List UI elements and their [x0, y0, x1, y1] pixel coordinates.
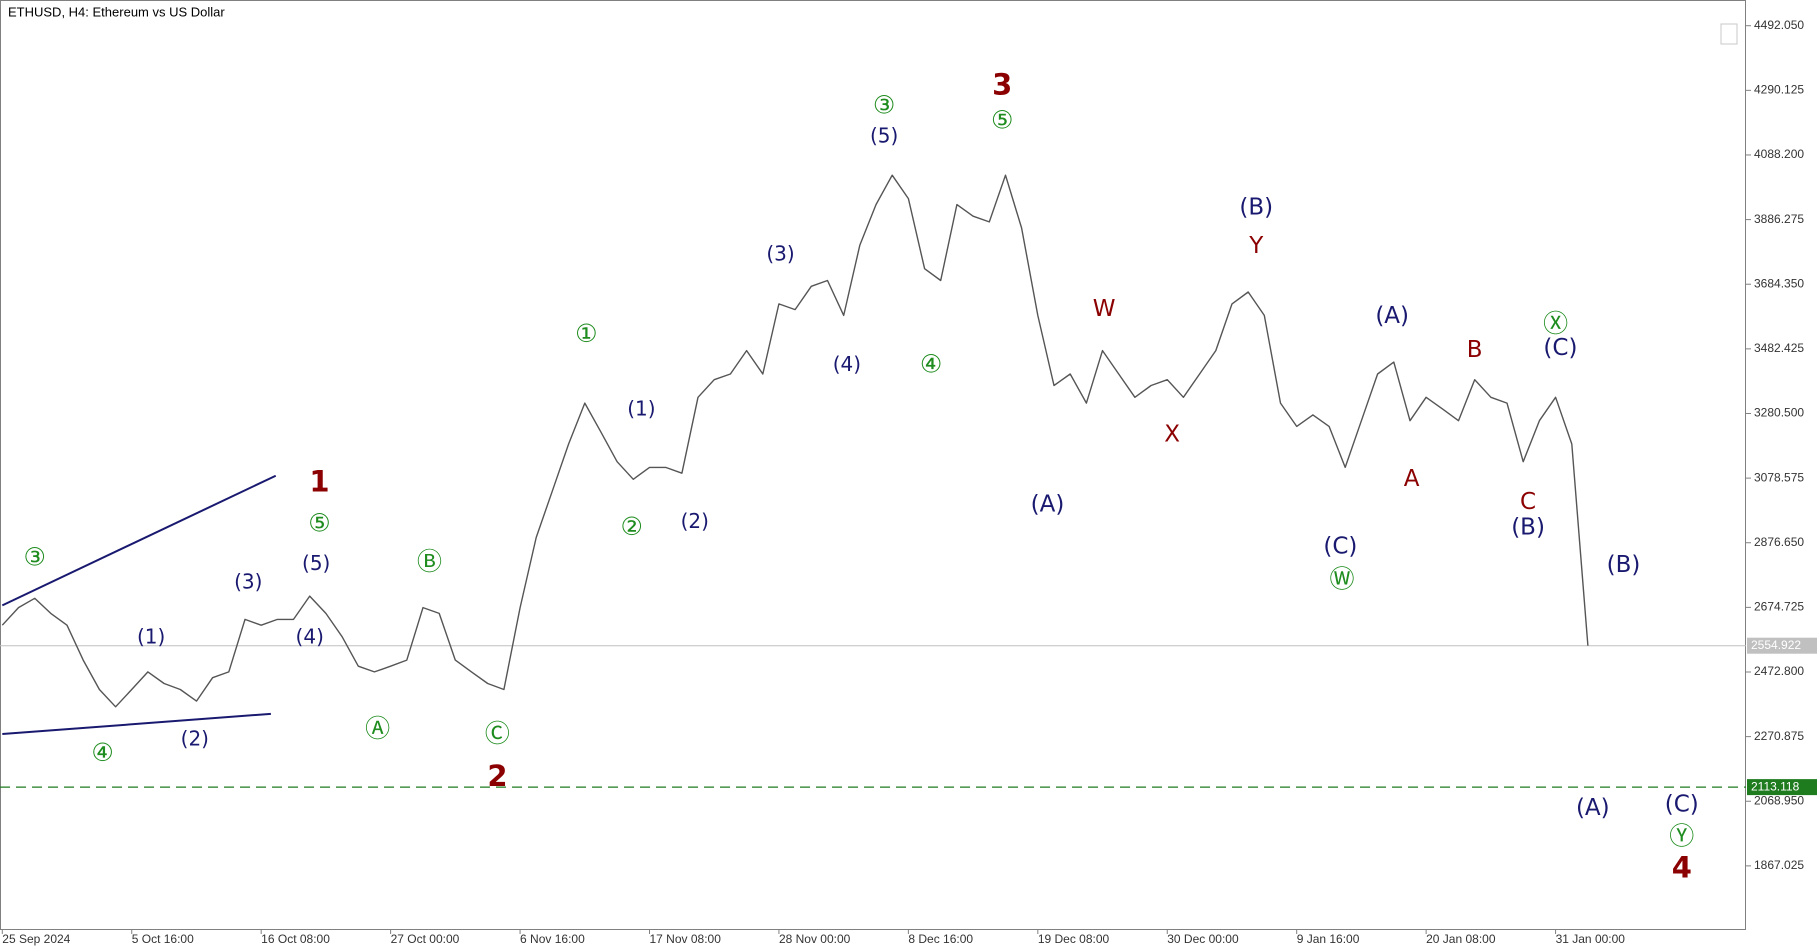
wave-label: A: [1404, 466, 1420, 492]
price-level-tag: [1747, 637, 1817, 654]
wave-label: 1: [309, 465, 329, 499]
wave-label: B: [1467, 337, 1483, 363]
wave-label: (4): [296, 625, 324, 649]
wave-label: (B): [1607, 552, 1641, 578]
wave-label: 3: [992, 68, 1012, 102]
wave-label: X: [1164, 421, 1180, 447]
price-level-label: 2554.922: [1751, 638, 1801, 652]
wave-label: (3): [766, 241, 794, 265]
y-tick-label: 2674.725: [1754, 600, 1804, 614]
y-tick-label: 2068.950: [1754, 793, 1804, 807]
wave-label: (B): [1511, 515, 1545, 541]
wave-label: ⑤: [308, 509, 330, 538]
x-tick-label: 30 Dec 00:00: [1167, 932, 1239, 946]
wave-label: Y: [1248, 233, 1264, 259]
toolbar-icon[interactable]: [1720, 23, 1738, 45]
x-tick-label: 31 Jan 00:00: [1556, 932, 1626, 946]
wave-label: (B): [1239, 195, 1273, 221]
wave-label: Ⓨ: [1669, 822, 1694, 851]
wave-label: (A): [1031, 491, 1065, 517]
wave-label: Ⓦ: [1329, 565, 1354, 594]
y-tick-label: 3684.350: [1754, 276, 1804, 290]
wave-label: (C): [1665, 792, 1699, 818]
price-level-tag: [1747, 779, 1817, 796]
trendline: [2, 712, 271, 736]
x-tick-label: 8 Dec 16:00: [908, 932, 973, 946]
wave-label: (1): [137, 625, 165, 649]
y-tick-label: 4088.200: [1754, 147, 1804, 161]
wave-label: W: [1093, 296, 1116, 322]
wave-label: ④: [920, 350, 942, 379]
x-tick-label: 16 Oct 08:00: [261, 932, 330, 946]
wave-label: (A): [1375, 303, 1409, 329]
plot-frame: [0, 0, 1746, 930]
x-tick-label: 9 Jan 16:00: [1297, 932, 1360, 946]
y-tick-label: 4290.125: [1754, 83, 1804, 97]
wave-label: (5): [302, 551, 330, 575]
y-tick-label: 2270.875: [1754, 729, 1804, 743]
wave-label: (2): [681, 509, 709, 533]
wave-label: (3): [234, 569, 262, 593]
wave-label: Ⓐ: [365, 714, 390, 743]
wave-label: (A): [1576, 795, 1610, 821]
x-tick-label: 20 Jan 08:00: [1426, 932, 1496, 946]
wave-label: 2: [487, 759, 507, 793]
wave-label: (5): [870, 123, 898, 147]
wave-label: ③: [23, 543, 45, 572]
x-tick-label: 25 Sep 2024: [2, 932, 70, 946]
y-tick-label: 3280.500: [1754, 406, 1804, 420]
y-tick-label: 1867.025: [1754, 858, 1804, 872]
wave-label: (2): [181, 726, 209, 750]
wave-label: ③: [873, 90, 895, 119]
wave-label: Ⓒ: [485, 719, 510, 748]
wave-label: Ⓑ: [417, 547, 442, 576]
wave-label: ②: [620, 512, 642, 541]
wave-label: 4: [1672, 850, 1692, 884]
y-tick-label: 3078.575: [1754, 470, 1804, 484]
trendline: [1, 474, 277, 607]
y-tick-label: 4492.050: [1754, 18, 1804, 32]
wave-label: ⑤: [991, 105, 1013, 134]
x-tick-label: 27 Oct 00:00: [391, 932, 460, 946]
price-line: [1, 174, 1589, 708]
y-tick-label: 3886.275: [1754, 212, 1804, 226]
x-tick-label: 28 Nov 00:00: [779, 932, 851, 946]
y-tick-label: 2876.650: [1754, 535, 1804, 549]
wave-label: ①: [575, 319, 597, 348]
price-level-label: 2113.118: [1751, 779, 1800, 793]
chart-title: ETHUSD, H4: Ethereum vs US Dollar: [8, 4, 225, 19]
wave-label: Ⓧ: [1543, 309, 1568, 338]
x-tick-label: 5 Oct 16:00: [132, 932, 194, 946]
wave-label: C: [1520, 489, 1536, 515]
x-tick-label: 19 Dec 08:00: [1038, 932, 1110, 946]
wave-label: (1): [627, 397, 655, 421]
y-tick-label: 2472.800: [1754, 664, 1804, 678]
wave-label: ④: [91, 738, 113, 767]
wave-label: (4): [833, 352, 861, 376]
wave-label: (C): [1543, 335, 1577, 361]
x-tick-label: 6 Nov 16:00: [520, 932, 585, 946]
wave-label: (C): [1323, 533, 1357, 559]
y-tick-label: 3482.425: [1754, 341, 1804, 355]
x-tick-label: 17 Nov 08:00: [650, 932, 722, 946]
